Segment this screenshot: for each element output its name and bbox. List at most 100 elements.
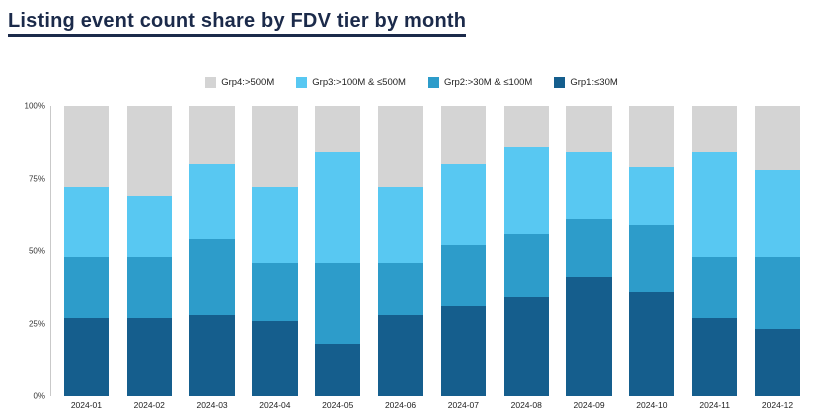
bar-segment-2024-11-grp2 bbox=[692, 256, 738, 318]
legend-item-2[interactable]: Grp2:>30M & ≤100M bbox=[427, 76, 533, 88]
bar-segment-2024-08-grp1 bbox=[503, 297, 549, 396]
stacked-bar-2024-06 bbox=[377, 106, 424, 396]
bar-segment-2024-12-grp1 bbox=[754, 329, 801, 396]
bar-segment-2024-05-grp3 bbox=[315, 152, 361, 263]
bar-column-2024-02: 2024-02 bbox=[118, 106, 181, 410]
bar-segment-2024-05-grp1 bbox=[315, 343, 361, 396]
bar-segment-2024-04-grp3 bbox=[252, 187, 298, 263]
bar-segment-2024-02-grp3 bbox=[126, 195, 172, 257]
stacked-bar-2024-08 bbox=[503, 106, 549, 396]
bar-segment-2024-01-grp1 bbox=[63, 317, 110, 396]
stacked-bar-2024-01 bbox=[63, 106, 110, 396]
x-axis-label: 2024-10 bbox=[636, 400, 668, 410]
legend-item-3[interactable]: Grp1:≤30M bbox=[554, 76, 618, 88]
stacked-bar-2024-02 bbox=[126, 106, 172, 396]
bar-segment-2024-06-grp4 bbox=[377, 106, 424, 188]
x-axis-label: 2024-06 bbox=[384, 400, 417, 410]
legend-swatch-icon bbox=[296, 76, 308, 88]
stacked-bar-2024-10 bbox=[629, 106, 675, 396]
stacked-bar-2024-12 bbox=[754, 106, 801, 396]
stacked-bar-2024-09 bbox=[566, 106, 612, 396]
bar-columns: 2024-01 2024-02 2024-03 2024-04 2024-05 2024-… bbox=[51, 106, 813, 410]
bar-segment-2024-03-grp4 bbox=[189, 106, 235, 164]
bar-segment-2024-01-grp2 bbox=[63, 256, 110, 318]
plot-area: 2024-01 2024-02 2024-03 2024-04 2024-05 2024-… bbox=[25, 102, 813, 410]
bar-segment-2024-09-grp2 bbox=[566, 219, 612, 278]
legend-item-0[interactable]: Grp4:>500M bbox=[205, 76, 274, 88]
bar-segment-2024-02-grp4 bbox=[126, 106, 172, 196]
bar-segment-2024-10-grp3 bbox=[629, 166, 675, 225]
bar-segment-2024-02-grp2 bbox=[126, 256, 172, 318]
x-axis-label: 2024-01 bbox=[70, 400, 103, 410]
legend-swatch-icon bbox=[205, 76, 217, 88]
x-axis-label: 2024-12 bbox=[761, 400, 794, 410]
legend-label: Grp1:≤30M bbox=[570, 76, 618, 88]
bar-segment-2024-04-grp4 bbox=[252, 106, 298, 188]
stacked-bar-2024-04 bbox=[252, 106, 298, 396]
legend-item-1[interactable]: Grp3:>100M & ≤500M bbox=[296, 76, 406, 88]
x-axis-label: 2024-11 bbox=[699, 400, 730, 410]
bar-segment-2024-12-grp4 bbox=[754, 106, 801, 170]
bar-column-2024-09: 2024-09 bbox=[558, 106, 621, 410]
bar-segment-2024-03-grp1 bbox=[189, 314, 235, 396]
bar-column-2024-08: 2024-08 bbox=[495, 106, 558, 410]
x-axis-label: 2024-08 bbox=[510, 400, 542, 410]
x-axis-label: 2024-05 bbox=[322, 400, 354, 410]
bar-segment-2024-08-grp3 bbox=[503, 146, 549, 234]
bar-segment-2024-08-grp2 bbox=[503, 233, 549, 298]
bar-segment-2024-03-grp3 bbox=[189, 164, 235, 240]
y-axis-tick: 50% bbox=[28, 246, 45, 256]
stacked-bar-2024-03 bbox=[189, 106, 235, 396]
bar-segment-2024-11-grp3 bbox=[692, 152, 738, 257]
bar-column-2024-07: 2024-07 bbox=[432, 106, 495, 410]
y-axis-tick: 25% bbox=[28, 319, 45, 328]
bar-segment-2024-11-grp1 bbox=[692, 317, 738, 396]
stacked-bar-chart: Grp4:>500M Grp3:>100M & ≤500M Grp2:>30M & … bbox=[8, 62, 815, 414]
bar-segment-2024-07-grp1 bbox=[440, 306, 486, 396]
x-axis-label: 2024-02 bbox=[133, 400, 165, 410]
bar-segment-2024-10-grp1 bbox=[629, 291, 675, 396]
bar-segment-2024-06-grp1 bbox=[377, 314, 424, 396]
bar-segment-2024-04-grp2 bbox=[252, 262, 298, 321]
bar-segment-2024-01-grp4 bbox=[63, 106, 110, 188]
bar-segment-2024-04-grp1 bbox=[252, 320, 298, 396]
stacked-bar-2024-07 bbox=[440, 106, 486, 396]
page-title: Listing event count share by FDV tier by… bbox=[8, 10, 467, 37]
y-axis-tick: 0% bbox=[33, 391, 45, 401]
bar-segment-2024-05-grp4 bbox=[315, 106, 361, 153]
bar-segment-2024-07-grp3 bbox=[440, 164, 486, 246]
bar-segment-2024-10-grp2 bbox=[629, 224, 675, 292]
legend-label: Grp2:>30M & ≤100M bbox=[443, 76, 533, 88]
bar-segment-2024-06-grp2 bbox=[377, 262, 424, 315]
bar-column-2024-06: 2024-06 bbox=[369, 106, 432, 410]
x-axis-label: 2024-09 bbox=[573, 400, 605, 410]
bar-segment-2024-09-grp3 bbox=[566, 152, 612, 220]
x-axis-label: 2024-04 bbox=[259, 400, 291, 410]
bar-column-2024-05: 2024-05 bbox=[306, 106, 369, 410]
bar-segment-2024-12-grp3 bbox=[754, 169, 801, 257]
bar-segment-2024-06-grp3 bbox=[377, 187, 424, 263]
legend-swatch-icon bbox=[554, 76, 566, 88]
x-axis-label: 2024-03 bbox=[196, 400, 228, 410]
bar-segment-2024-08-grp4 bbox=[503, 106, 549, 147]
bar-column-2024-10: 2024-10 bbox=[620, 106, 683, 410]
bar-segment-2024-03-grp2 bbox=[189, 239, 235, 315]
legend-swatch-icon bbox=[427, 76, 439, 88]
bar-segment-2024-09-grp4 bbox=[566, 106, 612, 153]
legend-label: Grp3:>100M & ≤500M bbox=[312, 76, 406, 88]
bar-segment-2024-07-grp4 bbox=[440, 106, 486, 164]
bar-segment-2024-12-grp2 bbox=[754, 256, 801, 330]
stacked-bar-2024-11 bbox=[692, 106, 738, 396]
bar-column-2024-01: 2024-01 bbox=[55, 106, 118, 410]
bar-segment-2024-10-grp4 bbox=[629, 106, 675, 167]
bar-segment-2024-02-grp1 bbox=[126, 317, 172, 396]
stacked-bar-2024-05 bbox=[315, 106, 361, 396]
bar-segment-2024-01-grp3 bbox=[63, 187, 110, 257]
bar-segment-2024-07-grp2 bbox=[440, 245, 486, 307]
bar-segment-2024-05-grp2 bbox=[315, 262, 361, 344]
bar-segment-2024-11-grp4 bbox=[692, 106, 738, 153]
bar-column-2024-03: 2024-03 bbox=[181, 106, 244, 410]
bar-column-2024-12: 2024-12 bbox=[746, 106, 809, 410]
y-axis-tick: 100% bbox=[24, 101, 45, 111]
